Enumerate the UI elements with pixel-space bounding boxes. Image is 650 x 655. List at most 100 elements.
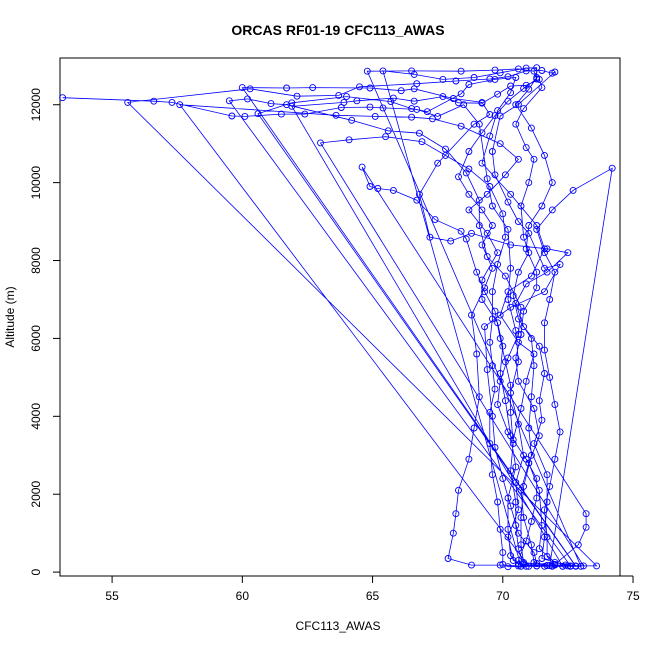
- data-point: [551, 68, 559, 76]
- data-point: [551, 268, 559, 276]
- data-point: [457, 67, 465, 75]
- data-point: [452, 510, 460, 518]
- data-point: [483, 190, 491, 198]
- data-point: [374, 185, 382, 192]
- data-point: [512, 74, 520, 81]
- data-point: [507, 241, 515, 249]
- data-point: [455, 99, 462, 107]
- data-point: [478, 129, 486, 137]
- data-point: [543, 533, 551, 541]
- data-point: [254, 110, 262, 118]
- data-point: [543, 553, 551, 560]
- data-point: [507, 82, 515, 90]
- data-point: [468, 229, 475, 237]
- data-point: [574, 541, 582, 549]
- data-point: [541, 249, 548, 257]
- data-point: [366, 84, 374, 92]
- data-point: [363, 67, 371, 75]
- data-point: [150, 97, 158, 105]
- data-point: [301, 110, 309, 118]
- data-point: [418, 138, 426, 146]
- data-point: [551, 455, 559, 463]
- data-point: [345, 136, 353, 144]
- data-point: [491, 307, 499, 315]
- series-line: [62, 67, 613, 568]
- data-point: [559, 562, 567, 570]
- data-point: [475, 196, 483, 204]
- data-point: [514, 100, 522, 108]
- data-point: [543, 268, 551, 276]
- data-point: [527, 272, 535, 280]
- data-point: [527, 451, 535, 459]
- data-point: [517, 562, 525, 570]
- data-point: [478, 276, 486, 284]
- data-point: [527, 393, 535, 401]
- y-axis-label: Altitude (m): [3, 286, 17, 347]
- data-point: [541, 319, 548, 327]
- data-point: [512, 521, 520, 529]
- data-point: [546, 562, 554, 569]
- data-point: [533, 64, 541, 72]
- data-point: [447, 237, 455, 245]
- data-point: [522, 67, 530, 75]
- data-point: [478, 296, 486, 303]
- data-point: [522, 377, 530, 385]
- data-point: [548, 562, 556, 570]
- data-point: [520, 307, 528, 315]
- data-point: [522, 64, 530, 72]
- data-point: [535, 342, 543, 350]
- data-point: [507, 389, 515, 397]
- data-point: [413, 105, 421, 113]
- data-point: [608, 164, 616, 172]
- data-point: [335, 91, 343, 99]
- data-point: [551, 401, 559, 409]
- data-point: [507, 552, 515, 560]
- data-point: [501, 171, 509, 179]
- data-point: [522, 280, 530, 288]
- data-point: [486, 440, 494, 448]
- data-point: [507, 502, 515, 510]
- data-point: [499, 475, 507, 483]
- data-point: [546, 373, 554, 381]
- data-point: [488, 264, 496, 272]
- data-point: [434, 159, 442, 167]
- data-point: [504, 533, 512, 541]
- data-point: [496, 377, 504, 385]
- data-point: [514, 529, 522, 537]
- data-point: [499, 342, 507, 350]
- data-point: [483, 175, 491, 183]
- data-point: [415, 129, 423, 137]
- data-point: [541, 562, 548, 570]
- data-point: [228, 112, 236, 120]
- data-point: [496, 69, 504, 77]
- data-point: [514, 506, 522, 514]
- data-point: [494, 249, 502, 257]
- data-point: [488, 148, 496, 155]
- data-point: [486, 111, 494, 118]
- data-point: [267, 100, 275, 108]
- data-point: [491, 66, 499, 74]
- data-point: [415, 190, 423, 198]
- data-point: [541, 506, 548, 514]
- data-point: [530, 405, 538, 412]
- data-point: [538, 521, 546, 529]
- data-point: [548, 206, 556, 214]
- x-axis-label: CFC113_AWAS: [296, 619, 381, 633]
- data-point: [533, 225, 541, 233]
- series-layer: [59, 64, 616, 571]
- data-point: [507, 303, 515, 311]
- data-point: [382, 133, 390, 141]
- x-tick-label: 60: [236, 589, 250, 603]
- data-point: [535, 545, 543, 553]
- data-point: [567, 562, 574, 570]
- data-point: [283, 84, 291, 92]
- data-point: [379, 67, 387, 75]
- data-point: [514, 331, 522, 338]
- data-point: [462, 169, 470, 177]
- data-point: [499, 210, 507, 218]
- data-point: [452, 77, 460, 85]
- data-point: [512, 354, 520, 362]
- data-point: [525, 424, 533, 432]
